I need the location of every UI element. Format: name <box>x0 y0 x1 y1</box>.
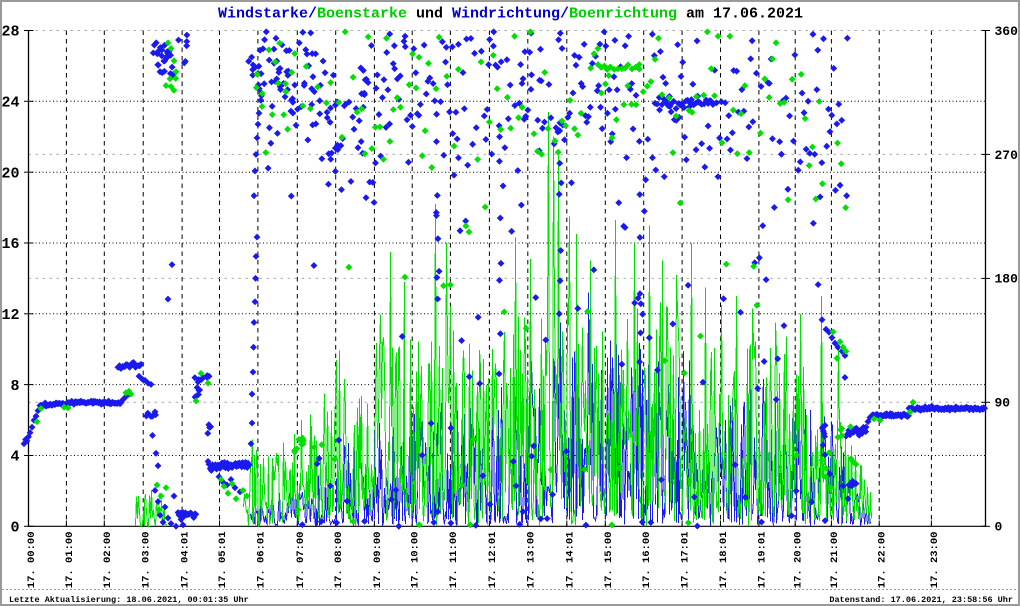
svg-text:16: 16 <box>1 236 19 253</box>
svg-text:17. 13:00: 17. 13:00 <box>525 532 537 589</box>
svg-text:Boenrichtung: Boenrichtung <box>569 6 677 23</box>
svg-text:17. 19:01: 17. 19:01 <box>756 532 768 589</box>
svg-text:4: 4 <box>10 449 19 466</box>
svg-text:Windrichtung/: Windrichtung/ <box>452 6 569 23</box>
svg-text:Windstarke/: Windstarke/ <box>218 6 317 23</box>
svg-text:17. 09:00: 17. 09:00 <box>372 532 384 589</box>
svg-text:28: 28 <box>1 24 19 41</box>
svg-text:24: 24 <box>1 95 19 112</box>
svg-text:17. 06:01: 17. 06:01 <box>255 532 267 589</box>
svg-text:17. 07:00: 17. 07:00 <box>295 532 307 589</box>
svg-text:am 17.06.2021: am 17.06.2021 <box>686 6 803 23</box>
svg-text:17. 17:01: 17. 17:01 <box>680 532 692 589</box>
svg-text:17. 03:00: 17. 03:00 <box>141 532 153 589</box>
svg-text:20: 20 <box>1 165 19 182</box>
svg-text:Boenstarke: Boenstarke <box>317 6 407 23</box>
svg-text:180: 180 <box>995 272 1019 287</box>
svg-text:17. 00:00: 17. 00:00 <box>26 532 38 589</box>
svg-text:17. 18:01: 17. 18:01 <box>718 532 730 589</box>
svg-text:8: 8 <box>10 378 19 395</box>
svg-text:270: 270 <box>995 148 1019 163</box>
svg-text:17. 02:00: 17. 02:00 <box>102 532 114 589</box>
svg-text:17. 12:01: 17. 12:01 <box>487 532 499 589</box>
svg-text:17. 01:00: 17. 01:00 <box>64 532 76 589</box>
svg-text:12: 12 <box>1 307 19 324</box>
svg-text:17. 16:00: 17. 16:00 <box>641 532 653 589</box>
svg-text:17. 11:00: 17. 11:00 <box>448 532 460 589</box>
svg-text:17. 22:00: 17. 22:00 <box>877 532 889 589</box>
svg-text:17. 20:00: 17. 20:00 <box>793 532 805 589</box>
svg-text:17. 08:00: 17. 08:00 <box>333 532 345 589</box>
svg-text:17. 05:01: 17. 05:01 <box>217 532 229 589</box>
svg-text:und: und <box>416 6 443 23</box>
svg-text:17. 04:01: 17. 04:01 <box>180 532 192 589</box>
svg-text:17. 23:00: 17. 23:00 <box>929 532 941 589</box>
svg-text:17. 15:00: 17. 15:00 <box>603 532 615 589</box>
svg-text:360: 360 <box>995 24 1019 39</box>
svg-text:17. 14:01: 17. 14:01 <box>564 532 576 589</box>
svg-text:0: 0 <box>10 520 19 537</box>
svg-text:0: 0 <box>995 520 1003 535</box>
svg-text:17. 10:00: 17. 10:00 <box>410 532 422 589</box>
svg-text:Letzte Aktualisierung: 18.06.2: Letzte Aktualisierung: 18.06.2021, 00:01… <box>9 595 249 605</box>
svg-text:90: 90 <box>995 396 1011 411</box>
svg-text:17. 21:00: 17. 21:00 <box>829 532 841 589</box>
svg-text:Datenstand: 17.06.2021, 23:58:: Datenstand: 17.06.2021, 23:58:56 Uhr <box>829 595 1013 605</box>
